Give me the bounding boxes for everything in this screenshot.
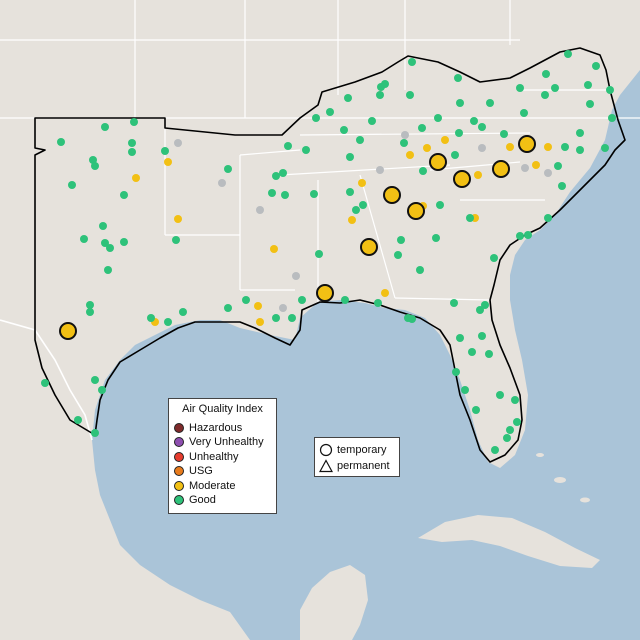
legend-item-permanent: permanent — [319, 458, 390, 473]
inactive-monitors — [174, 131, 552, 312]
moderate-swatch-icon — [174, 481, 184, 491]
legend-title: Air Quality Index — [182, 403, 263, 415]
legend-item-unhealthy: Unhealthy — [174, 450, 239, 464]
land-bahamas-3 — [536, 453, 544, 457]
legend-item-hazardous: Hazardous — [174, 421, 242, 435]
legend-item-moderate: Moderate — [174, 479, 235, 493]
land-bahamas-2 — [580, 497, 590, 503]
legend-label: Very Unhealthy — [189, 436, 264, 448]
state-borders — [0, 0, 640, 302]
land-bahamas-1 — [554, 477, 566, 483]
aqi-legend: Air Quality Index Hazardous Very Unhealt… — [168, 398, 277, 514]
good-swatch-icon — [174, 495, 184, 505]
good-monitors-small — [41, 50, 616, 454]
legend-label: USG — [189, 465, 213, 477]
hazardous-swatch-icon — [174, 423, 184, 433]
legend-label: Hazardous — [189, 422, 243, 434]
legend-item-temporary: temporary — [319, 442, 387, 457]
very-unhealthy-swatch-icon — [174, 437, 184, 447]
temporary-label: temporary — [337, 443, 387, 456]
unhealthy-swatch-icon — [174, 452, 184, 462]
triangle-icon — [319, 458, 333, 472]
moderate-monitors-small — [132, 136, 552, 326]
legend-label: Unhealthy — [189, 451, 239, 463]
permanent-label: permanent — [337, 459, 390, 472]
usg-swatch-icon — [174, 466, 184, 476]
monitor-type-legend: temporary permanent — [314, 437, 400, 477]
legend-item-good: Good — [174, 493, 216, 507]
land-yucatan — [300, 565, 368, 640]
legend-item-usg: USG — [174, 464, 213, 478]
legend-label: Moderate — [189, 480, 236, 492]
region-outline — [34, 47, 626, 463]
temporary-monitors-moderate — [59, 135, 536, 340]
land-cuba — [418, 515, 600, 568]
circle-icon — [319, 443, 333, 456]
legend-item-very-unhealthy: Very Unhealthy — [174, 435, 264, 449]
legend-label: Good — [189, 494, 216, 506]
country-borders — [0, 319, 93, 441]
